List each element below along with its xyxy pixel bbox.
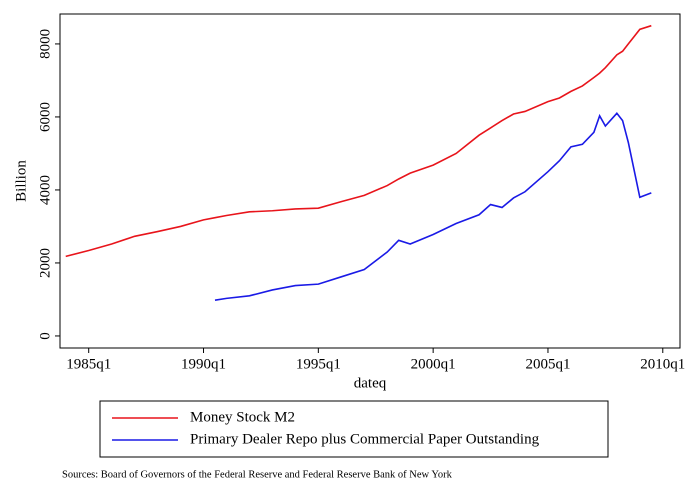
x-tick-label: 1995q1 <box>296 356 341 372</box>
legend-box <box>99 400 609 458</box>
plot-frame <box>59 13 681 349</box>
x-tick-label: 2000q1 <box>411 356 456 372</box>
data-line <box>65 24 652 258</box>
data-line <box>214 112 652 301</box>
legend-label: Primary Dealer Repo plus Commercial Pape… <box>190 431 540 447</box>
source-note: Sources: Board of Governors of the Feder… <box>62 469 453 480</box>
y-tick-label: 8000 <box>37 29 53 59</box>
x-tick-label: 2010q1 <box>640 356 685 372</box>
x-tick-label: 2005q1 <box>525 356 570 372</box>
y-tick-label: 2000 <box>37 248 53 278</box>
x-tick-label: 1990q1 <box>181 356 226 372</box>
legend-label: Money Stock M2 <box>190 409 295 425</box>
y-axis-title: Billion <box>13 160 29 202</box>
y-tick-label: 4000 <box>37 175 53 205</box>
x-axis-title: dateq <box>354 375 387 391</box>
x-tick-label: 1985q1 <box>66 356 111 372</box>
y-tick-label: 6000 <box>37 102 53 132</box>
y-tick-label: 0 <box>37 332 53 340</box>
